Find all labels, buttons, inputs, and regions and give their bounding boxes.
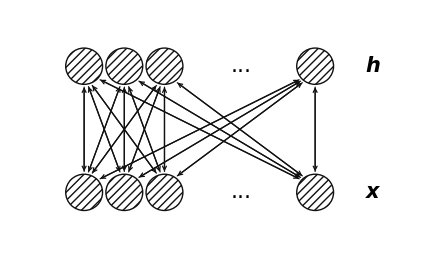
Ellipse shape [106,48,143,84]
Text: ...: ... [231,56,252,76]
Text: ...: ... [231,182,252,202]
Text: h: h [365,56,380,76]
Ellipse shape [297,174,334,210]
Ellipse shape [297,48,334,84]
Text: x: x [365,182,379,202]
Ellipse shape [146,48,183,84]
Ellipse shape [66,48,102,84]
Ellipse shape [66,174,102,210]
Ellipse shape [146,174,183,210]
Ellipse shape [106,174,143,210]
